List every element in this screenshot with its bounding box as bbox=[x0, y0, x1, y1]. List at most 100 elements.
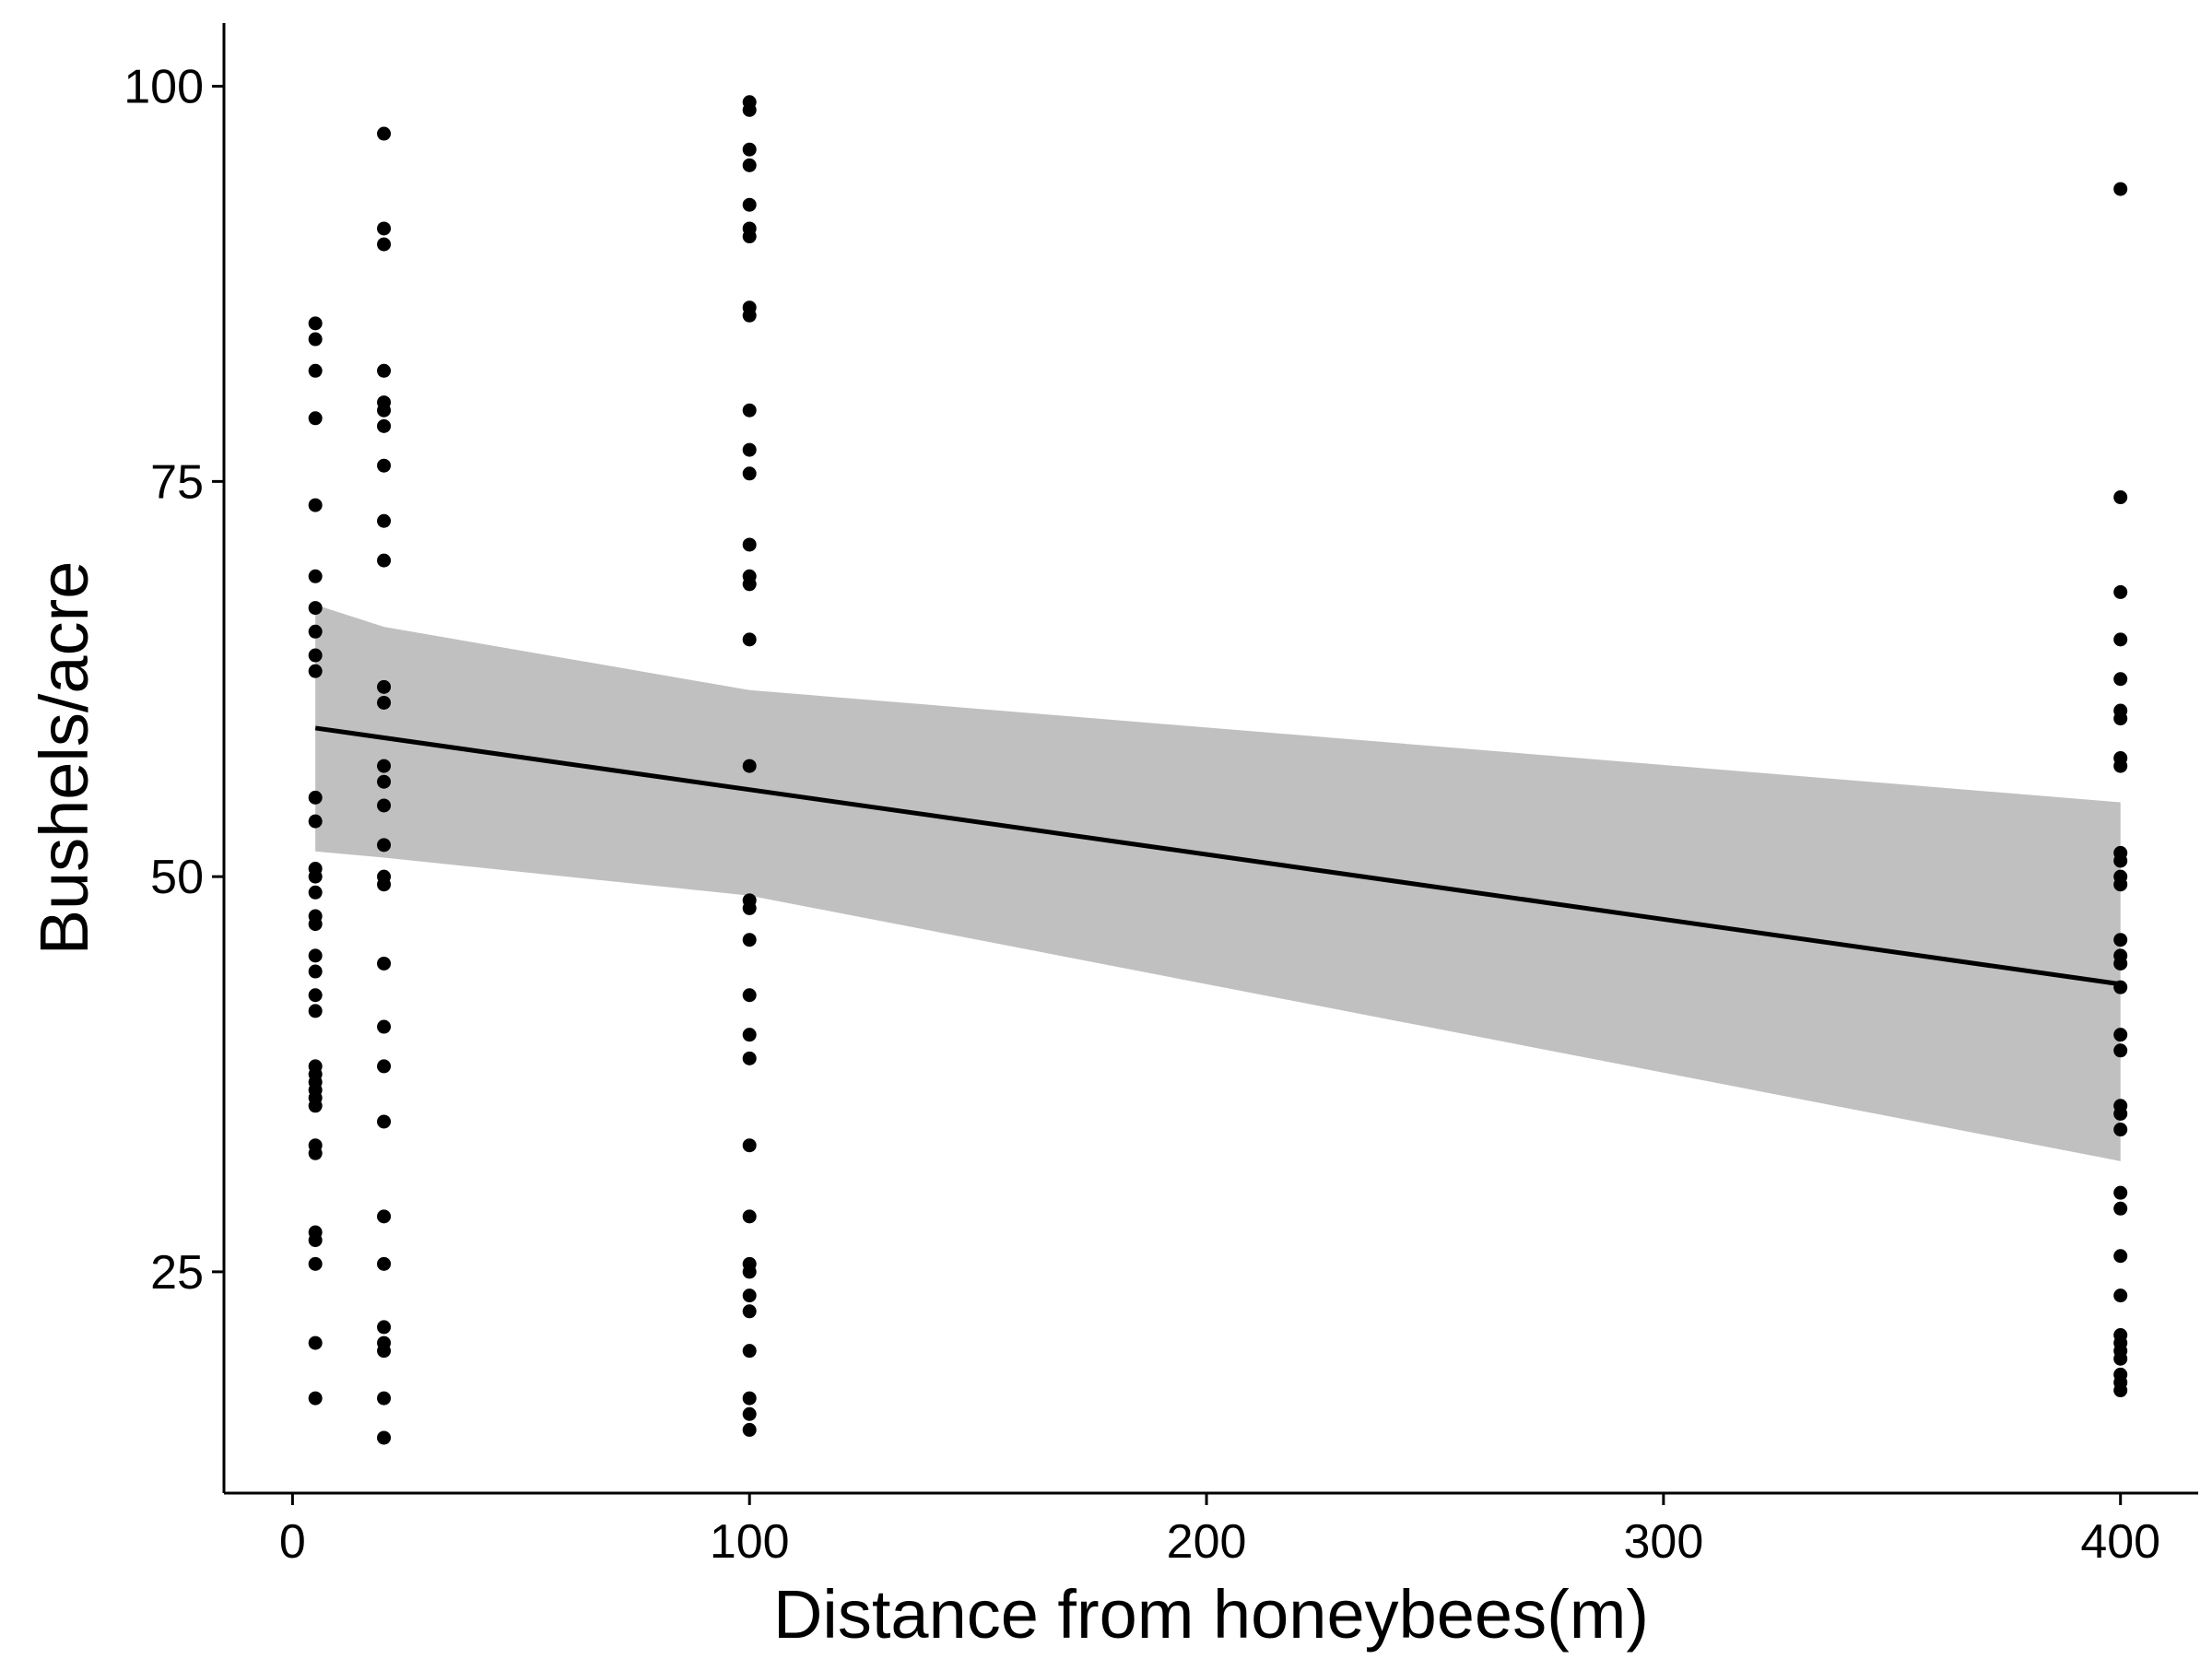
data-point bbox=[308, 363, 323, 378]
data-point bbox=[377, 1391, 392, 1406]
data-points-layer bbox=[308, 95, 2128, 1445]
data-point bbox=[308, 316, 323, 331]
data-point bbox=[308, 814, 323, 829]
data-point bbox=[377, 1209, 392, 1224]
data-point bbox=[308, 648, 323, 663]
data-point bbox=[308, 988, 323, 1003]
data-point bbox=[742, 537, 757, 552]
data-point bbox=[308, 1256, 323, 1271]
data-point bbox=[377, 1256, 392, 1271]
data-point bbox=[308, 411, 323, 426]
data-point bbox=[377, 403, 392, 418]
data-point bbox=[308, 569, 323, 583]
data-point bbox=[742, 466, 757, 481]
data-point bbox=[308, 1233, 323, 1248]
data-point bbox=[742, 308, 757, 323]
data-point bbox=[742, 632, 757, 647]
data-point bbox=[377, 237, 392, 252]
data-point bbox=[742, 1422, 757, 1437]
data-point bbox=[2113, 672, 2128, 687]
x-tick-label: 300 bbox=[1623, 1515, 1703, 1569]
data-point bbox=[2113, 490, 2128, 505]
x-tick-label: 200 bbox=[1167, 1515, 1247, 1569]
x-tick-label: 0 bbox=[279, 1515, 306, 1569]
data-point bbox=[742, 1209, 757, 1224]
data-point bbox=[377, 418, 392, 433]
data-point bbox=[742, 158, 757, 172]
data-point bbox=[742, 1265, 757, 1279]
data-point bbox=[742, 442, 757, 457]
data-point bbox=[2113, 853, 2128, 868]
data-point bbox=[2113, 956, 2128, 971]
data-point bbox=[377, 877, 392, 892]
data-point bbox=[377, 1114, 392, 1129]
data-point bbox=[742, 1028, 757, 1042]
data-point bbox=[308, 790, 323, 805]
data-point bbox=[308, 964, 323, 979]
data-point bbox=[742, 1138, 757, 1153]
data-point bbox=[377, 1019, 392, 1034]
data-point bbox=[742, 900, 757, 915]
data-point bbox=[2113, 933, 2128, 947]
y-tick-label: 100 bbox=[124, 61, 204, 114]
data-point bbox=[2113, 1123, 2128, 1137]
data-point bbox=[377, 774, 392, 789]
data-point bbox=[377, 126, 392, 141]
data-point bbox=[742, 142, 757, 157]
data-point bbox=[742, 988, 757, 1003]
data-point bbox=[377, 838, 392, 853]
data-point bbox=[742, 759, 757, 773]
data-point bbox=[2113, 1043, 2128, 1058]
data-point bbox=[2113, 1351, 2128, 1366]
y-tick-label: 75 bbox=[150, 455, 204, 509]
data-point bbox=[377, 363, 392, 378]
data-point bbox=[2113, 632, 2128, 647]
data-point bbox=[377, 759, 392, 773]
data-point bbox=[742, 1288, 757, 1303]
data-point bbox=[742, 1406, 757, 1421]
data-point bbox=[377, 221, 392, 236]
data-point bbox=[308, 948, 323, 963]
data-point bbox=[308, 1099, 323, 1113]
data-point bbox=[742, 197, 757, 212]
data-point bbox=[308, 869, 323, 884]
data-point bbox=[377, 679, 392, 694]
data-point bbox=[377, 1059, 392, 1074]
data-point bbox=[377, 956, 392, 971]
data-point bbox=[2113, 1383, 2128, 1398]
data-point bbox=[742, 1344, 757, 1359]
data-point bbox=[2113, 980, 2128, 994]
data-point bbox=[308, 917, 323, 932]
data-point bbox=[742, 1304, 757, 1319]
x-tick-label: 100 bbox=[710, 1515, 790, 1569]
data-point bbox=[742, 1391, 757, 1406]
data-point bbox=[2113, 1106, 2128, 1121]
data-point bbox=[742, 229, 757, 244]
y-tick-label: 25 bbox=[150, 1246, 204, 1300]
ticks-layer: 0 100 200 300 400 25 50 75 100 bbox=[124, 61, 2160, 1569]
data-point bbox=[742, 403, 757, 418]
x-tick-label: 400 bbox=[2080, 1515, 2160, 1569]
data-point bbox=[742, 102, 757, 117]
data-point bbox=[742, 577, 757, 592]
data-point bbox=[2113, 759, 2128, 773]
data-point bbox=[2113, 1288, 2128, 1303]
axes-layer bbox=[222, 23, 2198, 1495]
data-point bbox=[308, 498, 323, 512]
data-point bbox=[308, 1146, 323, 1160]
data-point bbox=[377, 695, 392, 710]
confidence-band bbox=[315, 605, 2121, 1161]
y-axis-title: Bushels/acre bbox=[26, 561, 102, 956]
trend-line-layer bbox=[314, 725, 2122, 987]
data-point bbox=[308, 664, 323, 678]
data-point bbox=[308, 1335, 323, 1350]
data-point bbox=[2113, 877, 2128, 892]
data-point bbox=[308, 624, 323, 639]
data-point bbox=[377, 1320, 392, 1335]
data-point bbox=[377, 1430, 392, 1445]
data-point bbox=[308, 332, 323, 347]
data-point bbox=[2113, 1185, 2128, 1200]
data-point bbox=[377, 553, 392, 568]
data-point bbox=[377, 458, 392, 473]
confidence-band-layer bbox=[315, 605, 2121, 1161]
